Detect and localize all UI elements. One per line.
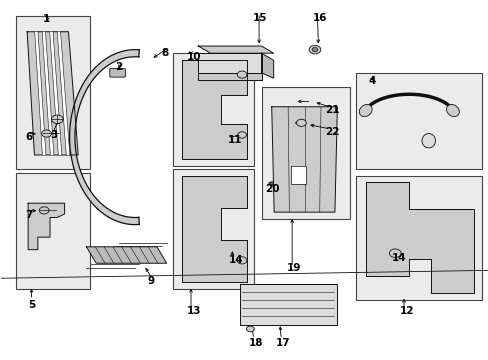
Polygon shape: [198, 73, 261, 80]
Text: 8: 8: [162, 48, 169, 58]
Text: 17: 17: [276, 338, 290, 348]
Text: 12: 12: [399, 306, 414, 316]
Polygon shape: [261, 53, 273, 78]
Bar: [16, 173, 90, 289]
Text: 15: 15: [253, 13, 267, 23]
Text: 6: 6: [26, 132, 33, 142]
Text: 3: 3: [50, 130, 57, 140]
Circle shape: [237, 132, 246, 138]
Polygon shape: [27, 32, 78, 155]
Polygon shape: [290, 166, 305, 184]
Polygon shape: [182, 176, 246, 282]
Text: 11: 11: [227, 135, 242, 145]
Text: 13: 13: [187, 306, 201, 316]
Polygon shape: [42, 32, 54, 155]
Polygon shape: [239, 284, 336, 325]
Circle shape: [308, 45, 320, 54]
Polygon shape: [50, 32, 61, 155]
Polygon shape: [86, 247, 166, 263]
Polygon shape: [69, 50, 139, 225]
Text: 14: 14: [228, 255, 243, 265]
Text: 14: 14: [391, 253, 406, 263]
Circle shape: [296, 119, 305, 126]
Text: 1: 1: [42, 14, 50, 24]
Polygon shape: [198, 53, 261, 73]
Text: 2: 2: [115, 62, 122, 72]
Circle shape: [237, 257, 246, 264]
FancyBboxPatch shape: [110, 68, 125, 77]
Polygon shape: [111, 67, 124, 77]
Polygon shape: [182, 60, 246, 158]
Text: 5: 5: [28, 300, 35, 310]
Text: 7: 7: [26, 210, 33, 220]
Bar: [356, 176, 481, 300]
Text: 21: 21: [324, 105, 339, 115]
Bar: [262, 87, 350, 219]
Circle shape: [311, 48, 317, 52]
Circle shape: [246, 326, 254, 332]
Ellipse shape: [359, 104, 371, 117]
Circle shape: [39, 207, 49, 214]
Polygon shape: [35, 32, 46, 155]
Polygon shape: [57, 32, 70, 155]
Polygon shape: [198, 46, 273, 53]
Text: 19: 19: [287, 263, 301, 273]
Polygon shape: [271, 107, 337, 212]
Bar: [16, 16, 90, 169]
Circle shape: [237, 71, 246, 78]
Circle shape: [51, 115, 63, 123]
Text: 10: 10: [187, 52, 201, 62]
Bar: [172, 53, 254, 166]
Bar: [356, 73, 481, 169]
Text: 9: 9: [147, 276, 154, 287]
Circle shape: [388, 249, 400, 257]
Text: 4: 4: [368, 76, 375, 86]
Text: 16: 16: [312, 13, 326, 23]
Bar: [172, 169, 254, 289]
Polygon shape: [366, 182, 473, 293]
Circle shape: [41, 130, 51, 137]
Text: 20: 20: [264, 184, 279, 194]
Ellipse shape: [446, 104, 458, 117]
Ellipse shape: [421, 134, 435, 148]
Text: 22: 22: [324, 127, 339, 137]
Polygon shape: [28, 203, 64, 249]
Text: 18: 18: [248, 338, 263, 348]
